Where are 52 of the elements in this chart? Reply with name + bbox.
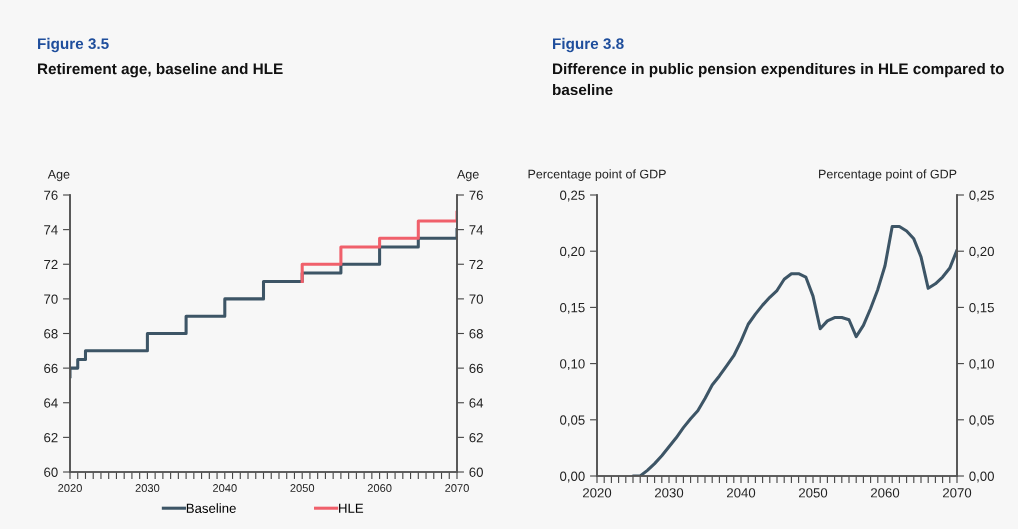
y-tick-label: 70	[44, 294, 58, 304]
y2-tick-label: 0,10	[969, 359, 994, 371]
x-tick-label: 2040	[213, 484, 237, 492]
chart-subtitle: Retirement age, baseline and HLE	[38, 63, 283, 78]
y-tick-label: 66	[44, 363, 58, 374]
y2-tick-label: 68	[469, 329, 483, 339]
x-tick-label: 2060	[870, 488, 900, 498]
y2-tick-label: 62	[469, 432, 483, 443]
y-axis-title: Percentage point of GDP	[528, 169, 666, 181]
y2-axis-title: Age	[457, 169, 479, 182]
x-tick-label: 2020	[582, 488, 612, 498]
legend-label: Baseline	[186, 503, 236, 513]
y-tick-label: 68	[44, 329, 58, 339]
y2-tick-label: 72	[469, 259, 483, 270]
chart-title: Figure 3.8	[553, 37, 624, 53]
x-tick-label: 2030	[654, 488, 684, 498]
y-tick-label: 76	[44, 190, 58, 200]
x-tick-label: 2030	[135, 484, 160, 492]
y2-tick-label: 0,00	[969, 471, 994, 483]
y-tick-label: 64	[44, 398, 58, 408]
y-tick-label: 72	[44, 259, 58, 270]
y-tick-label: 0,15	[560, 302, 585, 314]
y2-tick-label: 0,05	[969, 415, 994, 427]
y2-tick-label: 74	[469, 225, 484, 235]
y-tick-label: 0,10	[560, 359, 585, 371]
x-tick-label: 2050	[798, 488, 828, 498]
y2-tick-label: 64	[469, 398, 484, 408]
y2-tick-label: 0,25	[969, 190, 994, 202]
y-tick-label: 0,20	[560, 246, 585, 258]
x-tick-label: 2070	[445, 484, 469, 492]
y2-tick-label: 66	[469, 363, 483, 374]
y2-axis-title: Percentage point of GDP	[819, 169, 957, 181]
y-tick-label: 0,00	[560, 471, 585, 483]
y-tick-label: 0,25	[560, 190, 585, 202]
y2-tick-label: 0,15	[969, 302, 994, 314]
y2-tick-label: 60	[469, 467, 483, 477]
y-tick-label: 0,05	[560, 415, 585, 427]
y-axis-title: Age	[47, 169, 70, 182]
chart-title: Figure 3.5	[38, 37, 109, 53]
y2-tick-label: 0,20	[969, 246, 994, 258]
y2-tick-label: 70	[469, 294, 483, 304]
y2-tick-label: 76	[469, 190, 483, 200]
x-tick-label: 2020	[58, 484, 82, 492]
x-tick-label: 2060	[367, 484, 392, 492]
y-tick-label: 60	[44, 467, 58, 477]
x-tick-label: 2070	[942, 488, 972, 498]
x-tick-label: 2040	[726, 488, 756, 498]
legend-label: HLE	[339, 503, 364, 513]
chart-subtitle: Difference in public pension expenditures in HLE compared to baseline	[553, 63, 1004, 96]
y-tick-label: 62	[44, 432, 58, 443]
y-tick-label: 74	[44, 225, 58, 235]
x-tick-label: 2050	[290, 484, 315, 492]
